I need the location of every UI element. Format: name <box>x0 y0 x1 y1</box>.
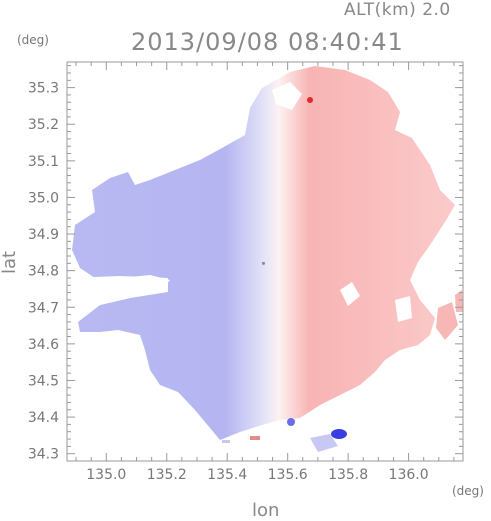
y-axis-unit: (deg) <box>17 33 49 47</box>
x-tick-label: 135.2 <box>147 467 187 483</box>
x-axis-unit: (deg) <box>452 484 484 498</box>
x-tick-label: 135.4 <box>207 467 247 483</box>
y-tick-label: 35.0 <box>28 190 59 206</box>
y-tick-label: 34.5 <box>28 373 59 389</box>
y-tick-label: 34.4 <box>28 410 59 426</box>
x-tick-marks <box>75 62 455 461</box>
y-tick-label: 35.3 <box>28 81 59 97</box>
axes: 135.0 135.2 135.4 135.6 135.8 136.0 35.335.23… <box>28 61 464 483</box>
y-tick-label: 34.7 <box>28 300 59 316</box>
chart-title: 2013/09/08 08:40:41 <box>131 28 404 56</box>
x-tick-label: 136.0 <box>389 467 429 483</box>
y-tick-label: 34.9 <box>28 227 59 243</box>
x-tick-label: 135.8 <box>328 467 368 483</box>
y-tick-label: 34.6 <box>28 337 59 353</box>
radar-echo-field <box>67 66 463 452</box>
altitude-label: ALT(km) 2.0 <box>344 0 451 20</box>
x-tick-labels: 135.0 135.2 135.4 135.6 135.8 136.0 <box>86 467 428 483</box>
plot-frame <box>66 61 464 462</box>
y-tick-marks <box>67 65 463 462</box>
radar-site-marker <box>261 261 265 265</box>
x-tick-label: 135.6 <box>268 467 308 483</box>
y-tick-labels: 35.3 35.2 35.1 35.0 34.9 34.8 34.7 34.6 34.5 34.4… <box>28 81 59 463</box>
x-axis-label: lon <box>252 500 280 521</box>
y-tick-label: 34.3 <box>28 447 59 463</box>
y-tick-label: 35.2 <box>28 117 59 133</box>
x-tick-label: 135.0 <box>86 467 126 483</box>
y-tick-label: 34.8 <box>28 264 59 280</box>
y-tick-label: 35.1 <box>28 154 59 170</box>
